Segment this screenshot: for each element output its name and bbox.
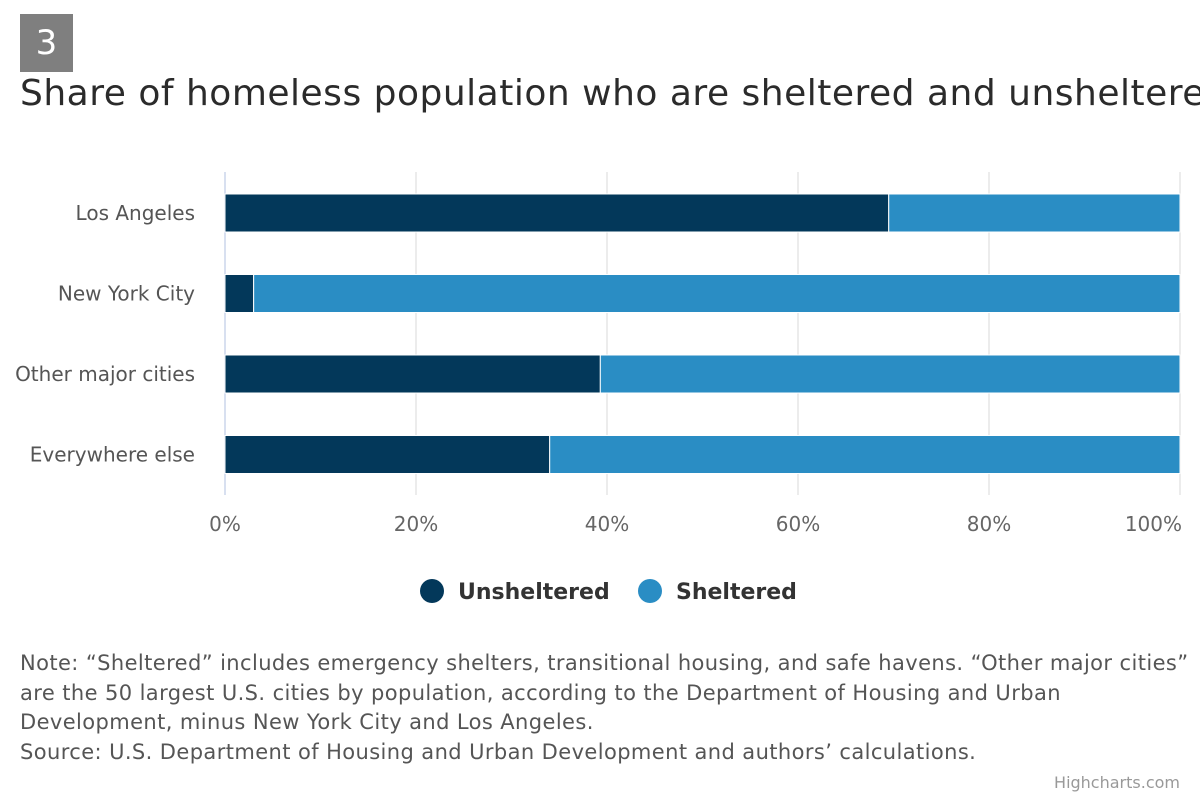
bar-sheltered[interactable]	[253, 274, 1181, 313]
source-line: Source: U.S. Department of Housing and U…	[20, 739, 977, 764]
x-tick-label: 80%	[967, 512, 1011, 536]
legend-item-unsheltered[interactable]: Unsheltered	[420, 579, 610, 605]
legend-marker	[638, 579, 662, 603]
chart-note: Note: “Sheltered” includes emergency she…	[20, 649, 1200, 767]
bar-sheltered[interactable]	[888, 193, 1181, 233]
bar-sheltered[interactable]	[549, 435, 1181, 474]
x-axis-tick-labels: 0% 20% 40% 60% 80% 100%	[209, 512, 1182, 536]
note-line: are the 50 largest U.S. cities by popula…	[20, 680, 1061, 705]
x-tick-label: 40%	[585, 512, 629, 536]
note-line: Development, minus New York City and Los…	[20, 710, 594, 734]
figure-number-badge: 3	[20, 14, 73, 72]
bar-unsheltered[interactable]	[224, 354, 601, 394]
bar-sheltered[interactable]	[599, 354, 1181, 394]
x-tick-label: 100%	[1125, 512, 1182, 536]
category-label: Los Angeles	[76, 201, 195, 225]
bar-unsheltered[interactable]	[224, 193, 890, 233]
x-tick-label: 60%	[776, 512, 820, 536]
legend[interactable]: Unsheltered Sheltered	[420, 579, 797, 605]
legend-label: Unsheltered	[458, 580, 610, 605]
legend-marker	[420, 579, 444, 603]
bar-unsheltered[interactable]	[224, 274, 255, 313]
note-line: Note: “Sheltered” includes emergency she…	[20, 651, 1189, 675]
category-label: Other major cities	[15, 362, 195, 386]
category-label: New York City	[58, 282, 195, 306]
legend-item-sheltered[interactable]: Sheltered	[638, 579, 797, 605]
bar-unsheltered[interactable]	[224, 435, 551, 474]
bars	[224, 193, 1181, 474]
x-tick-label: 20%	[394, 512, 438, 536]
category-label: Everywhere else	[30, 443, 195, 467]
x-tick-label: 0%	[209, 512, 241, 536]
category-labels: Los Angeles New York City Other major citi…	[15, 201, 195, 467]
highcharts-credits-link[interactable]: Highcharts.com	[1054, 773, 1180, 792]
legend-label: Sheltered	[676, 580, 797, 605]
chart-title: Share of homeless population who are she…	[20, 73, 1200, 114]
